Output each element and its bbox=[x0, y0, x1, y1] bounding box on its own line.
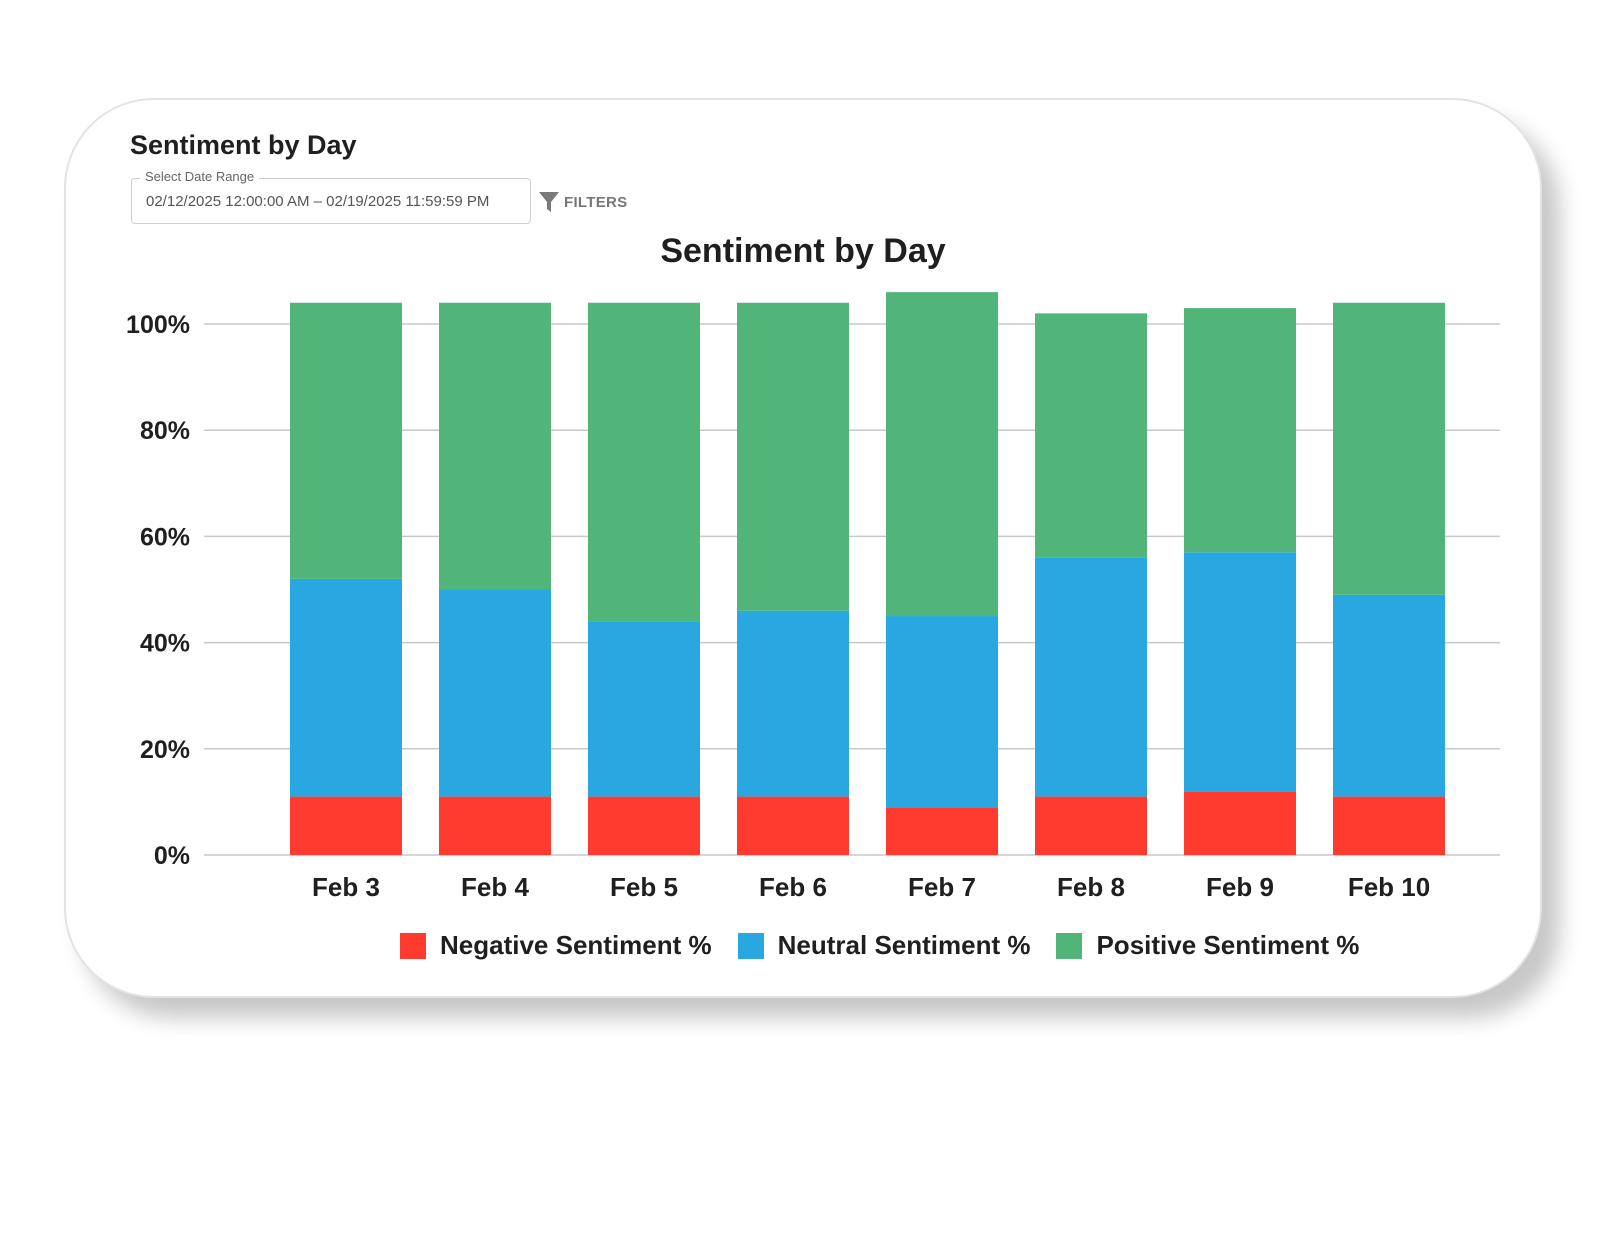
x-tick-label: Feb 7 bbox=[908, 872, 976, 902]
legend-label-negative: Negative Sentiment % bbox=[440, 930, 712, 960]
y-tick-label: 60% bbox=[140, 523, 190, 551]
date-range-field[interactable]: Select Date Range 02/12/2025 12:00:00 AM… bbox=[131, 169, 531, 224]
legend-label-positive: Positive Sentiment % bbox=[1096, 930, 1360, 960]
bar-segment bbox=[1333, 302, 1445, 595]
bar-segment bbox=[886, 616, 998, 808]
filters-label: FILTERS bbox=[564, 193, 628, 211]
filters-button[interactable]: FILTERS bbox=[538, 190, 627, 214]
bar-segment bbox=[1333, 796, 1445, 855]
y-tick-label: 0% bbox=[154, 842, 190, 870]
x-axis-ticks: Feb 3 Feb 4 Feb 5 Feb 6 Feb 7 Feb 8 Feb 9 Feb 1… bbox=[312, 872, 1430, 902]
x-tick-label: Feb 5 bbox=[610, 872, 678, 902]
chart-title: Sentiment by Day bbox=[660, 232, 945, 270]
date-range-value: 02/12/2025 12:00:00 AM – 02/19/2025 11:5… bbox=[146, 193, 490, 210]
bar-segment bbox=[1035, 557, 1147, 797]
bar-segment bbox=[1184, 308, 1296, 553]
filter-icon bbox=[539, 192, 559, 212]
bar-segment bbox=[1035, 313, 1147, 558]
card-title: Sentiment by Day bbox=[130, 130, 357, 160]
bar-segment bbox=[290, 302, 402, 579]
x-tick-label: Feb 8 bbox=[1057, 872, 1125, 902]
bar-segment bbox=[588, 796, 700, 855]
x-tick-label: Feb 6 bbox=[759, 872, 827, 902]
legend-item-positive[interactable]: Positive Sentiment % bbox=[1056, 930, 1359, 961]
bar-segment bbox=[1184, 552, 1296, 792]
x-tick-label: Feb 4 bbox=[461, 872, 529, 902]
bar-segment bbox=[737, 796, 849, 855]
legend-label-neutral: Neutral Sentiment % bbox=[777, 930, 1031, 960]
legend-swatch-positive bbox=[1056, 932, 1083, 959]
bar-segment bbox=[737, 610, 849, 797]
bar-segment bbox=[1333, 594, 1445, 797]
legend-item-neutral[interactable]: Neutral Sentiment % bbox=[737, 930, 1031, 961]
bar-segment bbox=[588, 302, 700, 622]
x-tick-label: Feb 3 bbox=[312, 872, 380, 902]
bar-segment bbox=[1035, 796, 1147, 855]
bar-segment bbox=[886, 807, 998, 855]
legend: Negative Sentiment % Neutral Sentiment %… bbox=[400, 930, 1359, 961]
date-range-label: Select Date Range bbox=[140, 169, 260, 184]
y-tick-label: 20% bbox=[140, 736, 190, 764]
x-tick-label: Feb 10 bbox=[1348, 872, 1430, 902]
bar-segment bbox=[439, 302, 551, 590]
y-tick-label: 100% bbox=[126, 311, 190, 339]
x-tick-label: Feb 9 bbox=[1206, 872, 1274, 902]
y-axis-ticks: 0% 20% 40% 60% 80% 100% bbox=[126, 311, 190, 870]
bars bbox=[290, 292, 1445, 855]
y-tick-label: 40% bbox=[140, 630, 190, 658]
legend-swatch-neutral bbox=[737, 932, 764, 959]
bar-segment bbox=[439, 796, 551, 855]
y-tick-label: 80% bbox=[140, 417, 190, 445]
bar-segment bbox=[588, 621, 700, 797]
bar-segment bbox=[737, 302, 849, 611]
legend-item-negative[interactable]: Negative Sentiment % bbox=[400, 930, 712, 961]
bar-segment bbox=[290, 796, 402, 855]
bar-segment bbox=[290, 578, 402, 797]
legend-swatch-negative bbox=[400, 932, 426, 959]
bar-segment bbox=[439, 589, 551, 797]
bar-segment bbox=[886, 292, 998, 617]
bar-segment bbox=[1184, 791, 1296, 855]
